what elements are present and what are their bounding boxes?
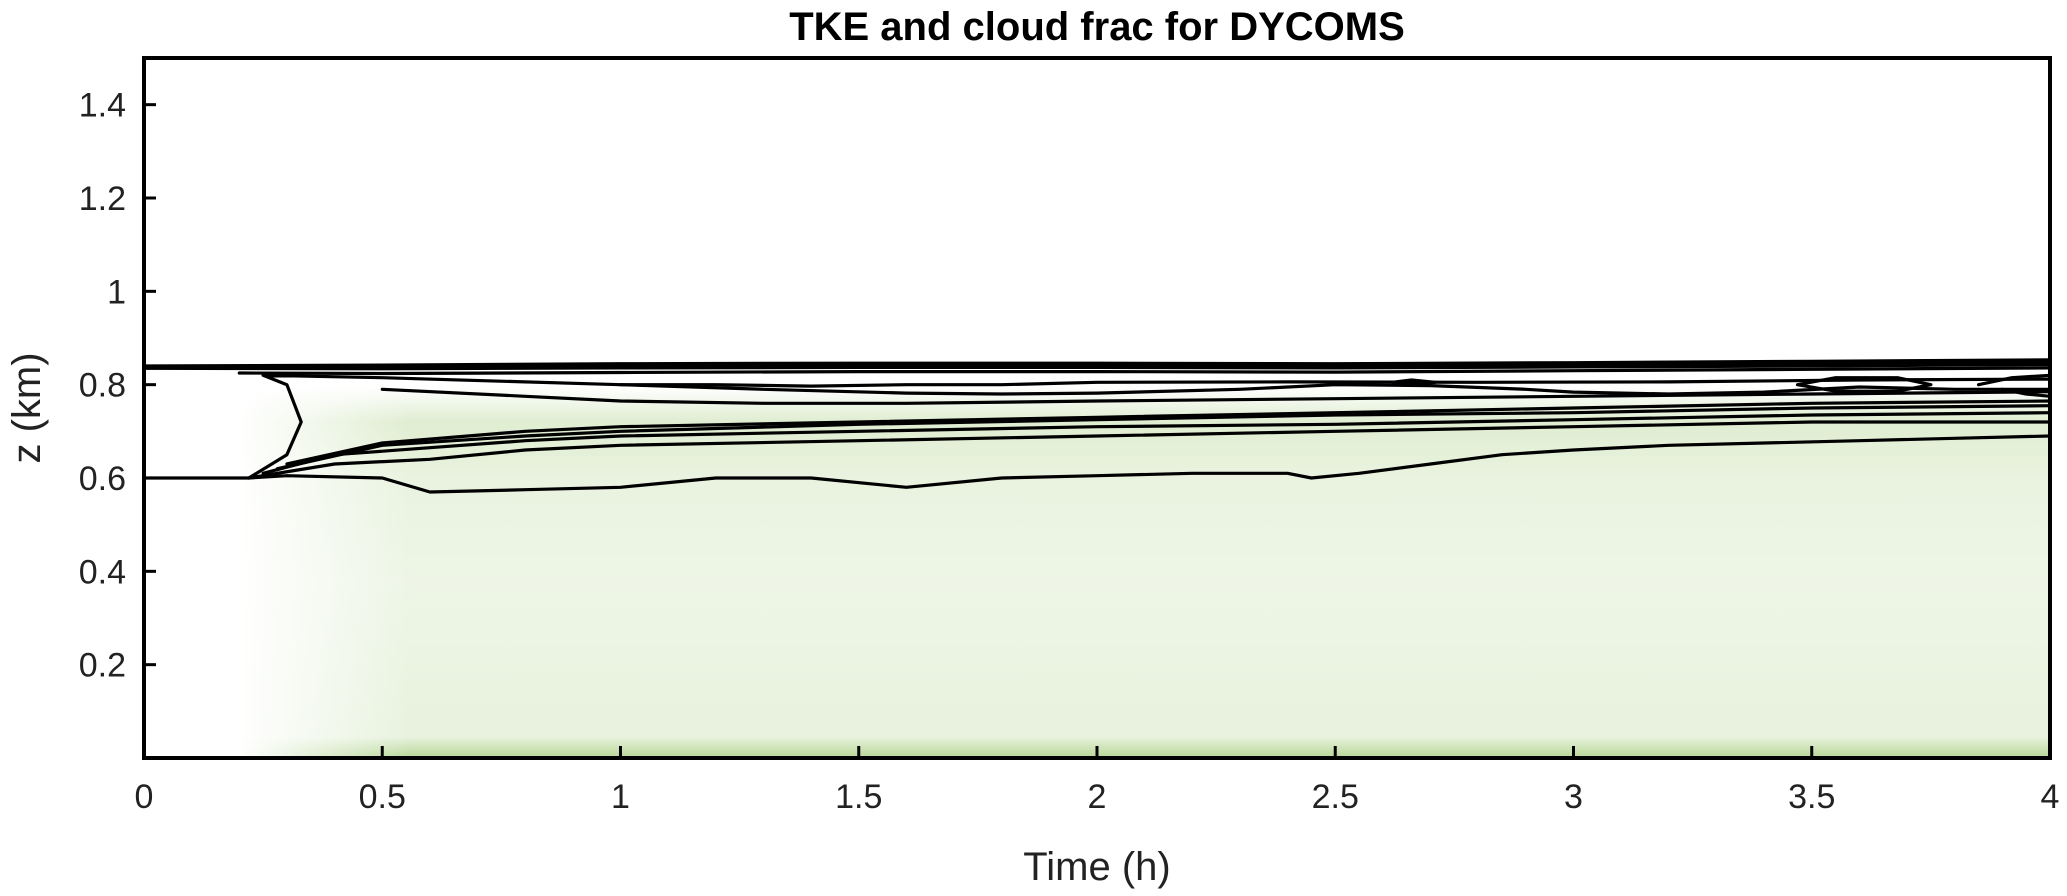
x-tick-label: 0: [135, 778, 154, 816]
contour-line: [142, 434, 2052, 494]
contour-line: [1390, 378, 1437, 387]
contour-line: [2000, 387, 2052, 398]
contour-line: [261, 411, 2052, 475]
cloud-fraction-contours: [142, 358, 2052, 494]
contour-line: [618, 377, 2052, 388]
contour-line: [275, 404, 2052, 471]
contour-line: [142, 360, 2052, 369]
contour-line: [1795, 376, 1933, 393]
y-tick-label: 0.6: [79, 460, 126, 498]
contour-line: [285, 399, 2052, 466]
x-axis: 0 0.5 1 1.5 2 2.5 3 3.5 4: [135, 746, 2060, 816]
x-tick-label: 3: [1564, 778, 1583, 816]
x-axis-label: Time (h): [1023, 845, 1170, 889]
contour-line: [380, 387, 2052, 405]
x-tick-label: 2.5: [1312, 778, 1359, 816]
y-tick-label: 1: [107, 273, 126, 311]
y-tick-label: 0.2: [79, 647, 126, 685]
y-tick-label: 0.4: [79, 553, 126, 591]
contour-line: [142, 358, 2052, 368]
contour-line: [1976, 373, 2052, 387]
x-tick-label: 0.5: [359, 778, 406, 816]
contour-line: [142, 363, 2052, 371]
y-tick-label: 0.8: [79, 367, 126, 405]
plot-area: [142, 56, 2052, 760]
x-tick-label: 4: [2041, 778, 2060, 816]
contour-line: [247, 373, 2052, 480]
y-axis: 0.2 0.4 0.6 0.8 1 1.2 1.4: [79, 87, 156, 685]
x-tick-label: 3.5: [1788, 778, 1835, 816]
contour-line: [247, 420, 2052, 480]
y-tick-label: 1.2: [79, 180, 126, 218]
x-tick-label: 2: [1088, 778, 1107, 816]
contour-line: [237, 366, 2052, 376]
y-tick-label: 1.4: [79, 87, 126, 125]
chart-title: TKE and cloud frac for DYCOMS: [789, 5, 1405, 49]
x-tick-label: 1: [611, 778, 630, 816]
y-axis-label: z (km): [5, 352, 49, 463]
x-tick-label: 1.5: [835, 778, 882, 816]
